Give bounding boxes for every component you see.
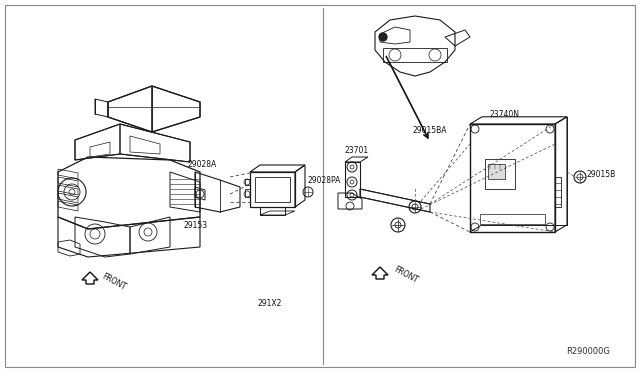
Text: 29028A: 29028A <box>188 160 217 169</box>
Text: 23701: 23701 <box>345 145 369 154</box>
Text: 29028PA: 29028PA <box>308 176 341 185</box>
Text: R290000G: R290000G <box>566 347 610 356</box>
Text: 29015BA: 29015BA <box>413 125 447 135</box>
Text: FRONT: FRONT <box>100 272 127 292</box>
Text: 29153: 29153 <box>183 221 207 230</box>
Text: 23740N: 23740N <box>490 109 520 119</box>
Text: FRONT: FRONT <box>392 265 419 285</box>
Circle shape <box>379 33 387 41</box>
Text: 29015B: 29015B <box>587 170 616 179</box>
Polygon shape <box>488 164 505 179</box>
Text: 291X2: 291X2 <box>258 299 282 308</box>
